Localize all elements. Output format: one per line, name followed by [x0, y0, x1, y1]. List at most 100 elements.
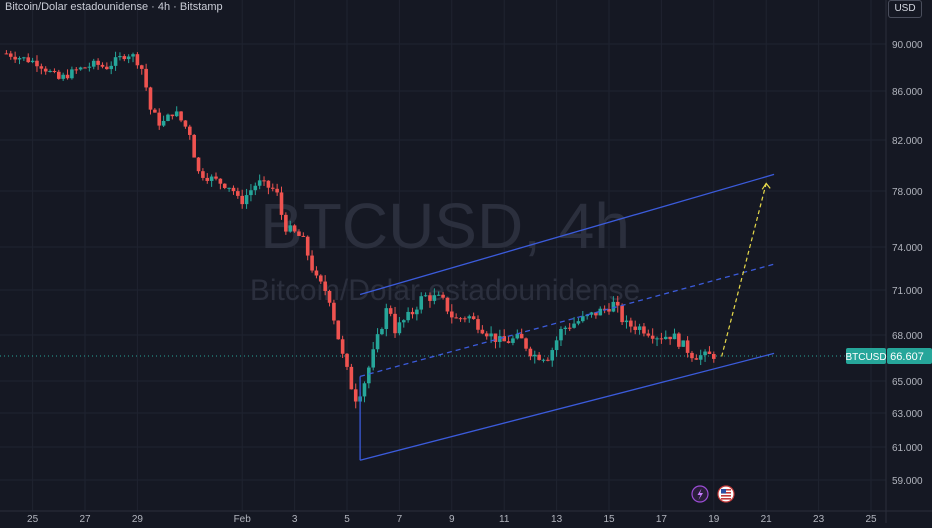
candle	[83, 66, 87, 69]
candle	[594, 312, 598, 319]
candle-body	[266, 180, 271, 188]
time-tick-label: 11	[499, 514, 510, 523]
candle-body	[196, 157, 201, 172]
candle-body	[39, 66, 44, 69]
candles	[4, 50, 716, 409]
candle-body	[629, 320, 633, 327]
candle	[57, 69, 61, 80]
candle	[26, 53, 31, 64]
candle	[262, 176, 266, 186]
candle-body	[419, 296, 424, 310]
candle-body	[179, 111, 183, 121]
candle-body	[43, 68, 48, 72]
candle	[463, 316, 467, 323]
candle-body	[698, 355, 703, 360]
candle-body	[572, 323, 576, 328]
candle	[576, 317, 581, 326]
candle	[113, 51, 118, 71]
candle-body	[205, 177, 210, 181]
candle-body	[559, 328, 563, 341]
candle	[581, 310, 585, 323]
candle-body	[227, 187, 231, 189]
candle-body	[690, 352, 694, 359]
candle	[105, 62, 109, 70]
candle	[707, 346, 712, 355]
candle-body	[292, 225, 297, 232]
candle	[559, 326, 563, 347]
candle-body	[78, 67, 83, 70]
candle	[393, 306, 397, 338]
candle	[362, 381, 367, 403]
candle-body	[598, 308, 603, 316]
candle	[231, 185, 236, 195]
candle-body	[96, 60, 100, 65]
candle	[65, 69, 70, 80]
candle	[629, 317, 633, 333]
candle	[135, 52, 140, 69]
channel-upper-line[interactable]	[359, 173, 775, 296]
candle	[126, 54, 131, 64]
candle	[502, 329, 506, 342]
candle	[122, 54, 127, 62]
time-tick-label: 27	[79, 514, 91, 523]
us-flag-icon[interactable]	[717, 485, 735, 503]
drawings[interactable]	[359, 173, 775, 461]
candle	[266, 180, 271, 195]
candle-body	[415, 309, 419, 315]
last-price-label: 66.607	[890, 351, 924, 363]
candle-body	[353, 389, 358, 402]
price-tick-label: 68.000	[892, 331, 923, 342]
candle	[52, 68, 57, 74]
candle-body	[563, 327, 568, 329]
price-tick-label: 74.000	[892, 243, 923, 254]
candle-body	[650, 335, 655, 339]
candle	[677, 332, 681, 350]
candle	[148, 86, 153, 115]
candle	[375, 328, 380, 353]
candle	[690, 350, 694, 362]
currency-button[interactable]: USD	[888, 0, 922, 18]
candle-body	[393, 313, 397, 334]
candle-body	[48, 70, 52, 72]
candle-body	[135, 54, 140, 66]
time-tick-label: 3	[292, 514, 298, 523]
candle-body	[109, 65, 113, 70]
candle-body	[589, 312, 594, 315]
time-tick-label: 19	[708, 514, 720, 523]
candle-body	[13, 56, 17, 60]
candle	[703, 349, 707, 362]
candle-body	[310, 255, 314, 271]
candle	[646, 329, 651, 338]
candle	[554, 336, 559, 357]
projection-line[interactable]	[721, 183, 767, 357]
candle-body	[463, 318, 467, 320]
candle-body	[467, 316, 472, 319]
candle-body	[406, 311, 410, 321]
candle-body	[436, 294, 441, 296]
candle-body	[231, 187, 236, 192]
candle	[323, 275, 327, 296]
symbol-legend[interactable]: Bitcoin/Dolar estadounidense · 4h · Bits…	[5, 1, 223, 13]
candle	[284, 212, 288, 235]
candle-body	[677, 333, 681, 347]
candle-body	[484, 333, 489, 337]
candle	[196, 157, 201, 174]
price-tick-label: 63.000	[892, 409, 923, 420]
candle	[471, 312, 476, 320]
lightning-icon[interactable]	[691, 485, 709, 503]
candle-body	[288, 225, 293, 232]
candle-body	[637, 326, 642, 330]
candle-body	[445, 297, 450, 312]
price-tick-label: 78.000	[892, 187, 923, 198]
candle	[170, 114, 175, 120]
candle-body	[17, 58, 22, 60]
candle	[279, 186, 284, 220]
candle-body	[236, 191, 240, 196]
candle-body	[297, 231, 301, 236]
candle	[454, 313, 458, 319]
candle	[415, 306, 419, 321]
candle	[388, 305, 393, 317]
channel-lower-line[interactable]	[359, 352, 775, 461]
